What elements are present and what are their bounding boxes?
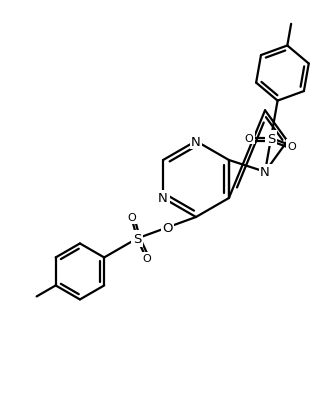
Text: O: O	[127, 213, 136, 222]
Text: S: S	[267, 132, 275, 145]
Text: O: O	[287, 141, 296, 151]
Text: N: N	[158, 192, 168, 205]
Text: S: S	[133, 232, 141, 245]
Text: N: N	[191, 135, 201, 148]
Text: O: O	[142, 254, 151, 264]
Text: N: N	[260, 166, 270, 179]
Text: O: O	[245, 134, 253, 144]
Text: O: O	[162, 221, 173, 234]
